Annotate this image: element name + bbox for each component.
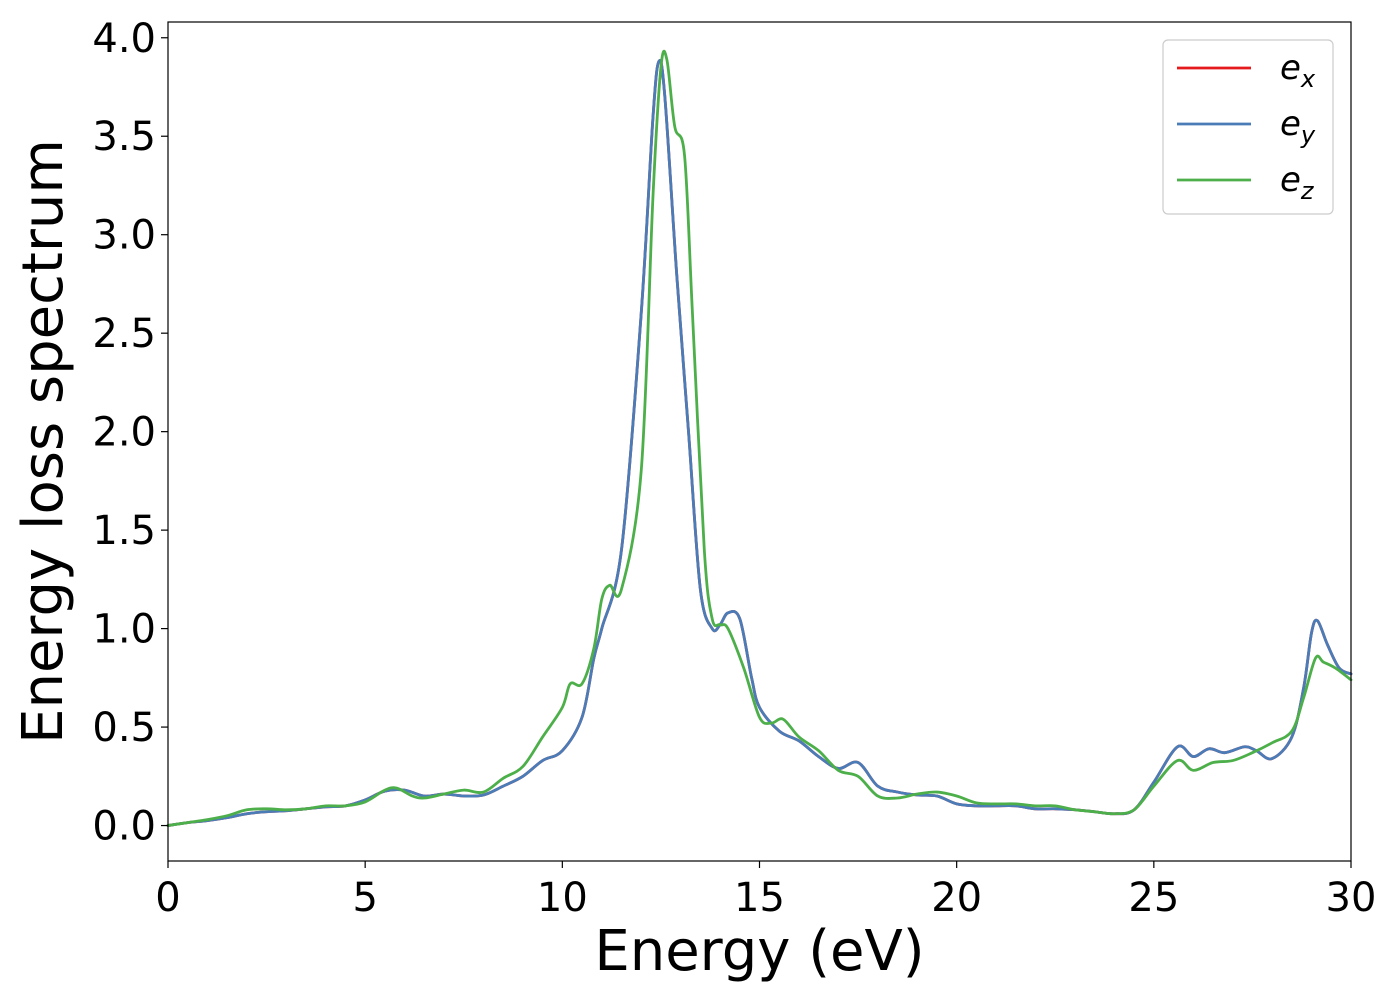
y-tick-label: 2.5 [92, 311, 156, 357]
series-line-z [166, 49, 1353, 827]
y-tick-label: 0.5 [92, 705, 156, 751]
series-line-y [166, 59, 1353, 827]
x-tick-label: 10 [537, 875, 588, 921]
x-axis-ticks: 0 5 10 15 20 25 30 [155, 861, 1376, 921]
x-tick-label: 20 [931, 875, 982, 921]
y-tick-label: 0.0 [92, 804, 156, 850]
x-tick-label: 0 [155, 875, 180, 921]
series-layer [166, 49, 1353, 827]
y-tick-label: 2.0 [92, 410, 156, 456]
legend-label-x: ex [1280, 48, 1316, 93]
x-tick-label: 30 [1326, 875, 1377, 921]
x-axis-title: Energy (eV) [594, 919, 924, 984]
y-tick-label: 3.0 [92, 213, 156, 259]
y-tick-label: 3.5 [92, 114, 156, 160]
x-tick-label: 5 [352, 875, 377, 921]
y-axis-ticks: 0.0 0.5 1.0 1.5 2.0 2.5 3.0 3.5 4.0 [92, 16, 168, 850]
y-tick-label: 1.0 [92, 607, 156, 653]
y-axis-title: Energy loss spectrum [11, 139, 76, 744]
x-tick-label: 15 [734, 875, 785, 921]
y-tick-label: 4.0 [92, 16, 156, 62]
legend-box [1162, 39, 1334, 215]
x-tick-label: 25 [1128, 875, 1179, 921]
y-tick-label: 1.5 [92, 508, 156, 554]
